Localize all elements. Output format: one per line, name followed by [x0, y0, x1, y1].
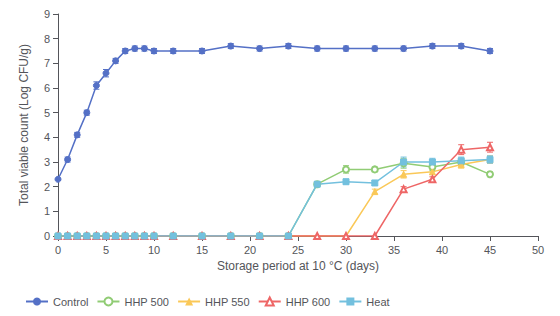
svg-text:3: 3: [44, 156, 50, 168]
svg-text:10: 10: [148, 244, 160, 256]
svg-text:25: 25: [292, 244, 304, 256]
svg-text:50: 50: [532, 244, 544, 256]
svg-text:Control: Control: [53, 296, 88, 308]
svg-text:6: 6: [44, 82, 50, 94]
svg-text:Total viable count (Log CFU/g): Total viable count (Log CFU/g): [17, 44, 31, 206]
svg-text:40: 40: [436, 244, 448, 256]
svg-text:35: 35: [388, 244, 400, 256]
svg-text:15: 15: [196, 244, 208, 256]
svg-text:5: 5: [103, 244, 109, 256]
svg-text:HHP 600: HHP 600: [286, 296, 330, 308]
svg-text:30: 30: [340, 244, 352, 256]
svg-text:0: 0: [44, 230, 50, 242]
svg-text:4: 4: [44, 131, 50, 143]
svg-text:8: 8: [44, 33, 50, 45]
svg-text:9: 9: [44, 8, 50, 20]
svg-text:HHP 500: HHP 500: [124, 296, 168, 308]
svg-text:HHP 550: HHP 550: [205, 296, 249, 308]
svg-text:45: 45: [484, 244, 496, 256]
svg-text:Heat: Heat: [366, 296, 389, 308]
svg-text:5: 5: [44, 107, 50, 119]
svg-text:20: 20: [244, 244, 256, 256]
svg-text:2: 2: [44, 181, 50, 193]
svg-text:7: 7: [44, 57, 50, 69]
svg-text:Storage period at 10 °C (days): Storage period at 10 °C (days): [217, 259, 379, 273]
svg-text:0: 0: [55, 244, 61, 256]
svg-text:1: 1: [44, 205, 50, 217]
